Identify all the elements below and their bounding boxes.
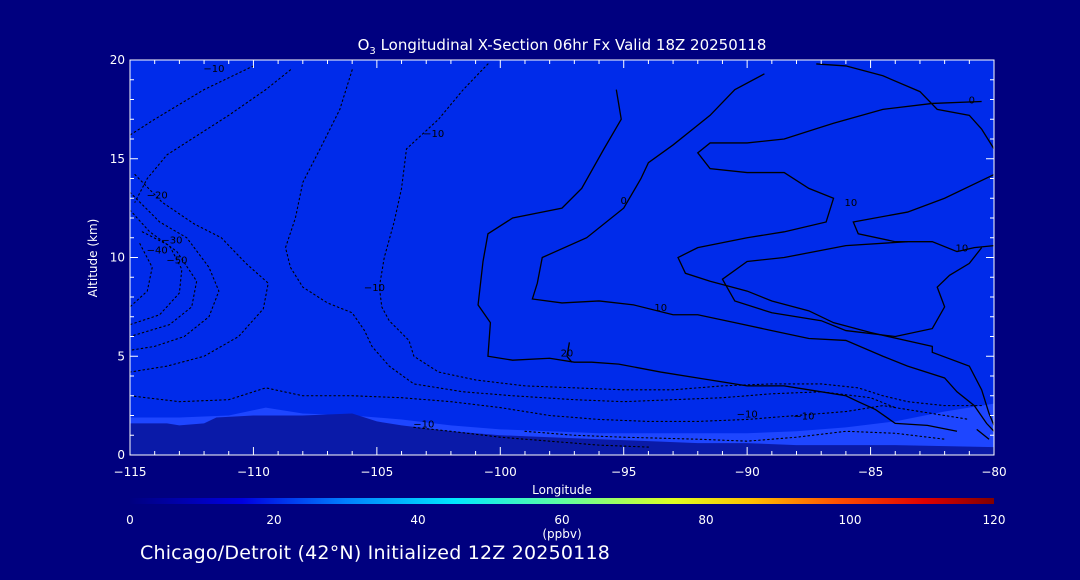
contour-label: 20: [561, 348, 574, 359]
y-axis: 0 5 10 15 20: [110, 53, 994, 462]
ozone-band-20: [130, 60, 994, 434]
x-tick-label: −95: [611, 465, 636, 479]
contour-label: −10: [737, 410, 758, 421]
y-tick-label: 15: [110, 152, 125, 166]
contour-label: 10: [844, 198, 857, 209]
contour-label: 10: [654, 303, 667, 314]
chart-title: O3 Longitudinal X-Section 06hr Fx Valid …: [358, 36, 767, 57]
title-subscript: 3: [369, 46, 375, 57]
contour-line-solid: [721, 241, 983, 338]
colorbar-unit: (ppbv): [542, 527, 581, 541]
x-tick-label: −115: [114, 465, 147, 479]
contour-label: 10: [956, 244, 969, 255]
y-tick-label: 0: [117, 448, 125, 462]
contour-line-dotted: [524, 430, 946, 442]
colorbar-tick-label: 60: [554, 513, 569, 527]
title-text: Longitudinal X-Section 06hr Fx Valid 18Z…: [376, 36, 767, 54]
colorbar-tick-label: 0: [126, 513, 134, 527]
x-axis-label: Longitude: [532, 483, 592, 497]
x-axis: −115 −110 −105 −100 −95 −90 −85 −80: [114, 60, 1007, 479]
contour-line-dotted: [130, 231, 183, 326]
x-tick-label: −80: [981, 465, 1006, 479]
colorbar: [130, 498, 994, 504]
colorbar-tick-label: 100: [839, 513, 862, 527]
difference-contours: [130, 63, 994, 448]
footer-caption: Chicago/Detroit (42°N) Initialized 12Z 2…: [140, 542, 611, 564]
contour-line-dotted: [130, 209, 198, 338]
x-tick-label: −85: [858, 465, 883, 479]
contour-line-dotted: [413, 426, 649, 448]
contour-line-dotted: [130, 191, 220, 351]
y-tick-label: 10: [110, 251, 125, 265]
contour-line-dotted: [130, 243, 153, 308]
x-tick-label: −105: [360, 465, 393, 479]
contour-label: −10: [203, 64, 224, 75]
contour-line-solid: [816, 63, 994, 150]
plot-area: −10 −10 −20 −30−40−50 −10 −10 −10 −10 0 0 10 10 10 20: [130, 60, 994, 455]
colorbar-tick-label: 40: [410, 513, 425, 527]
title-prefix: O: [358, 36, 370, 54]
contour-line-dotted: [130, 174, 269, 373]
contour-labels: −10 −10 −20 −30−40−50 −10 −10 −10 −10 0 0 10 10 10 20: [147, 64, 975, 430]
y-axis-label: Altitude (km): [86, 219, 100, 298]
colorbar-ticks: 0 20 40 60 80 100 120: [126, 513, 1005, 527]
contour-line-solid: [531, 73, 994, 432]
colorbar-tick-label: 20: [266, 513, 281, 527]
y-tick-label: 20: [110, 53, 125, 67]
contour-line-dotted: [134, 69, 292, 203]
contour-line-solid: [852, 173, 994, 253]
contour-line-dotted: [130, 387, 970, 422]
contour-line-solid: [976, 428, 990, 440]
contour-label: 0: [621, 196, 627, 207]
contour-label: 0: [969, 96, 975, 107]
contour-label: −10: [793, 412, 814, 423]
colorbar-tick-label: 120: [983, 513, 1006, 527]
ozone-filled-bands: [130, 60, 994, 434]
contour-line-dotted: [130, 65, 254, 136]
contour-line-dotted: [284, 69, 896, 409]
x-tick-label: −90: [734, 465, 759, 479]
terrain-mask: [130, 413, 994, 455]
y-tick-label: 5: [117, 349, 125, 363]
contour-line-dotted: [378, 63, 983, 407]
contour-line-solid: [477, 89, 958, 432]
x-tick-label: −100: [484, 465, 517, 479]
contour-label: −30: [161, 236, 182, 247]
contour-line-solid: [566, 342, 573, 363]
contour-label: −50: [166, 255, 187, 266]
contour-label: −10: [423, 129, 444, 140]
x-tick-label: −110: [237, 465, 270, 479]
colorbar-tick-label: 80: [698, 513, 713, 527]
contour-label: −10: [364, 283, 385, 294]
contour-line-solid: [677, 100, 994, 426]
contour-label: −40: [147, 246, 168, 257]
contour-label: −10: [413, 419, 434, 430]
contour-label: −20: [147, 190, 168, 201]
